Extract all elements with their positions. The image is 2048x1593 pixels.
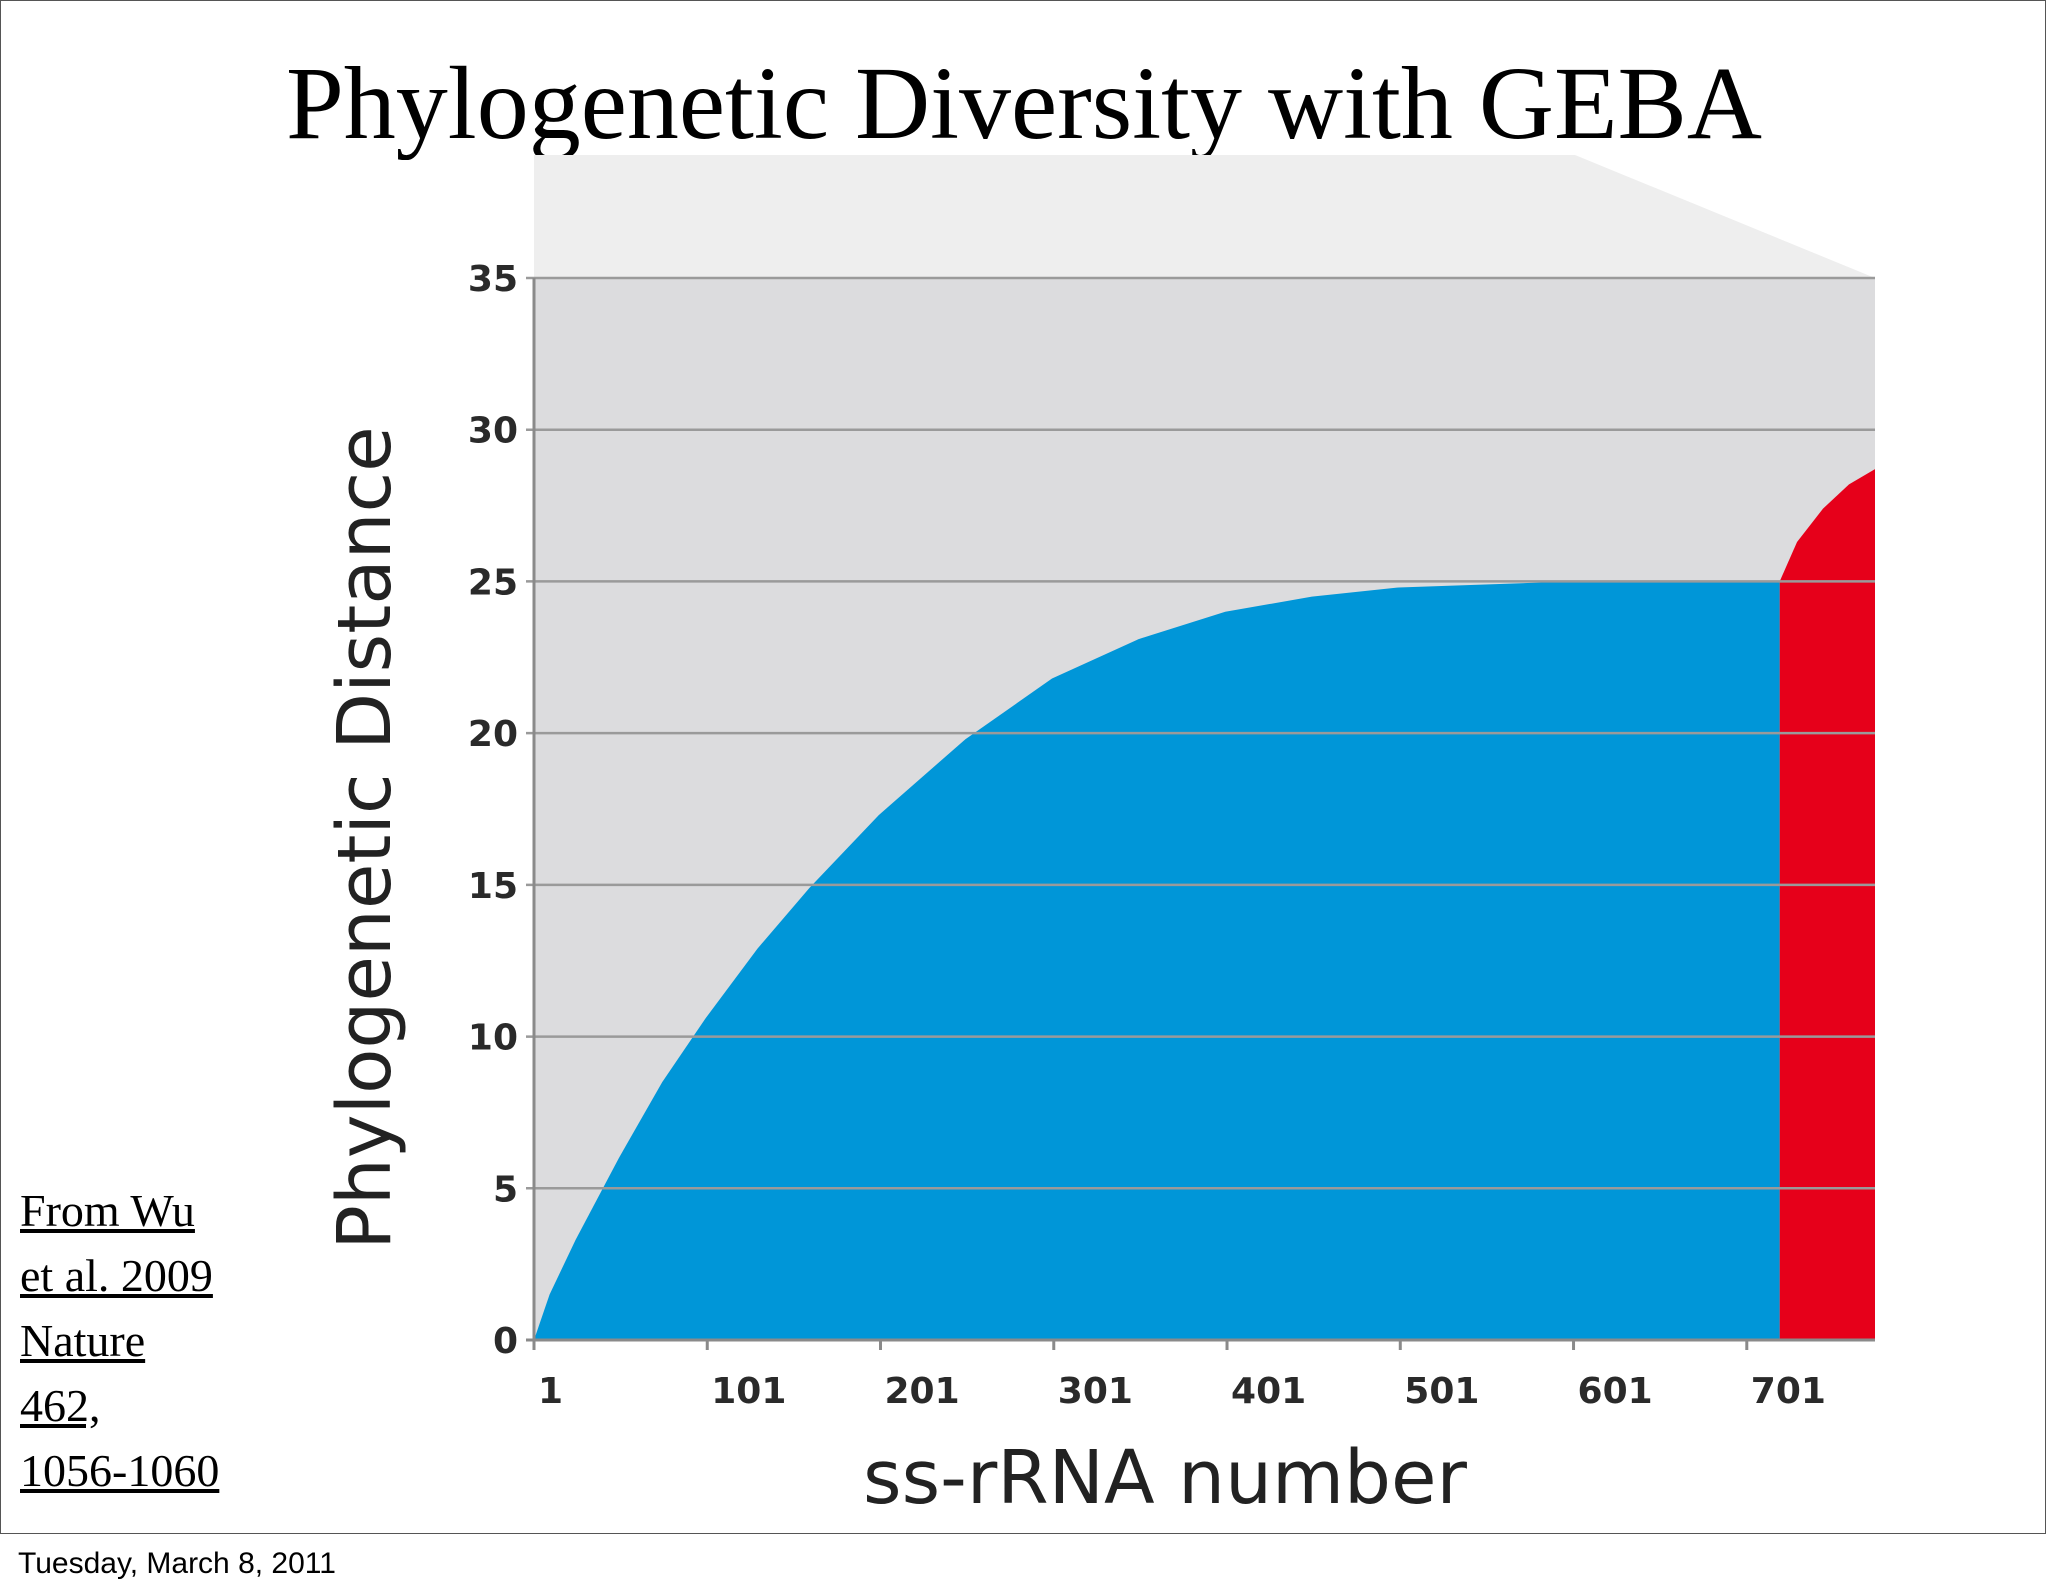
chart-backdrop: [534, 155, 1875, 278]
y-tick-label: 35: [468, 259, 518, 300]
backdrop-shape: [534, 155, 1875, 278]
citation-line[interactable]: Nature: [20, 1315, 146, 1366]
citation-line[interactable]: 1056-1060: [20, 1445, 220, 1496]
x-tick-label: 701: [1751, 1371, 1826, 1412]
phylogenetic-distance-chart: 0 5 10 15 20 25 30 35 1 101 201 301 401 501 601 701 ss…: [322, 155, 1875, 1521]
y-tick-label: 0: [493, 1321, 518, 1362]
x-tick-label: 101: [711, 1371, 786, 1412]
citation-line[interactable]: et al. 2009: [20, 1250, 213, 1301]
x-tick-label: 301: [1058, 1371, 1133, 1412]
citation: From Wu et al. 2009 Nature 462, 1056-106…: [20, 1178, 300, 1503]
x-tick-labels: 1 101 201 301 401 501 601 701: [538, 1371, 1826, 1412]
y-axis-title: Phylogenetic Distance: [322, 426, 408, 1249]
y-tick-label: 30: [468, 411, 518, 452]
x-tick-label: 501: [1404, 1371, 1479, 1412]
x-tick-label: 601: [1578, 1371, 1653, 1412]
citation-line[interactable]: 462,: [20, 1380, 101, 1431]
y-tick-label: 15: [468, 866, 518, 907]
area-series: [534, 469, 1875, 1340]
footer-date: Tuesday, March 8, 2011: [18, 1547, 336, 1580]
x-tick-label: 401: [1231, 1371, 1306, 1412]
area-series-1: [534, 581, 1780, 1340]
x-tick-label: 201: [885, 1371, 960, 1412]
axes: [526, 278, 1875, 1350]
y-tick-label: 5: [493, 1169, 518, 1210]
y-tick-label: 25: [468, 562, 518, 603]
y-tick-labels: 0 5 10 15 20 25 30 35: [468, 259, 518, 1362]
slide-title: Phylogenetic Diversity with GEBA: [285, 48, 1763, 160]
y-tick-label: 20: [468, 714, 518, 755]
x-axis-title: ss-rRNA number: [863, 1435, 1468, 1521]
citation-line[interactable]: From Wu: [20, 1185, 195, 1236]
x-tick-label: 1: [538, 1371, 563, 1412]
area-series-2: [1779, 469, 1875, 1340]
y-tick-label: 10: [468, 1018, 518, 1059]
